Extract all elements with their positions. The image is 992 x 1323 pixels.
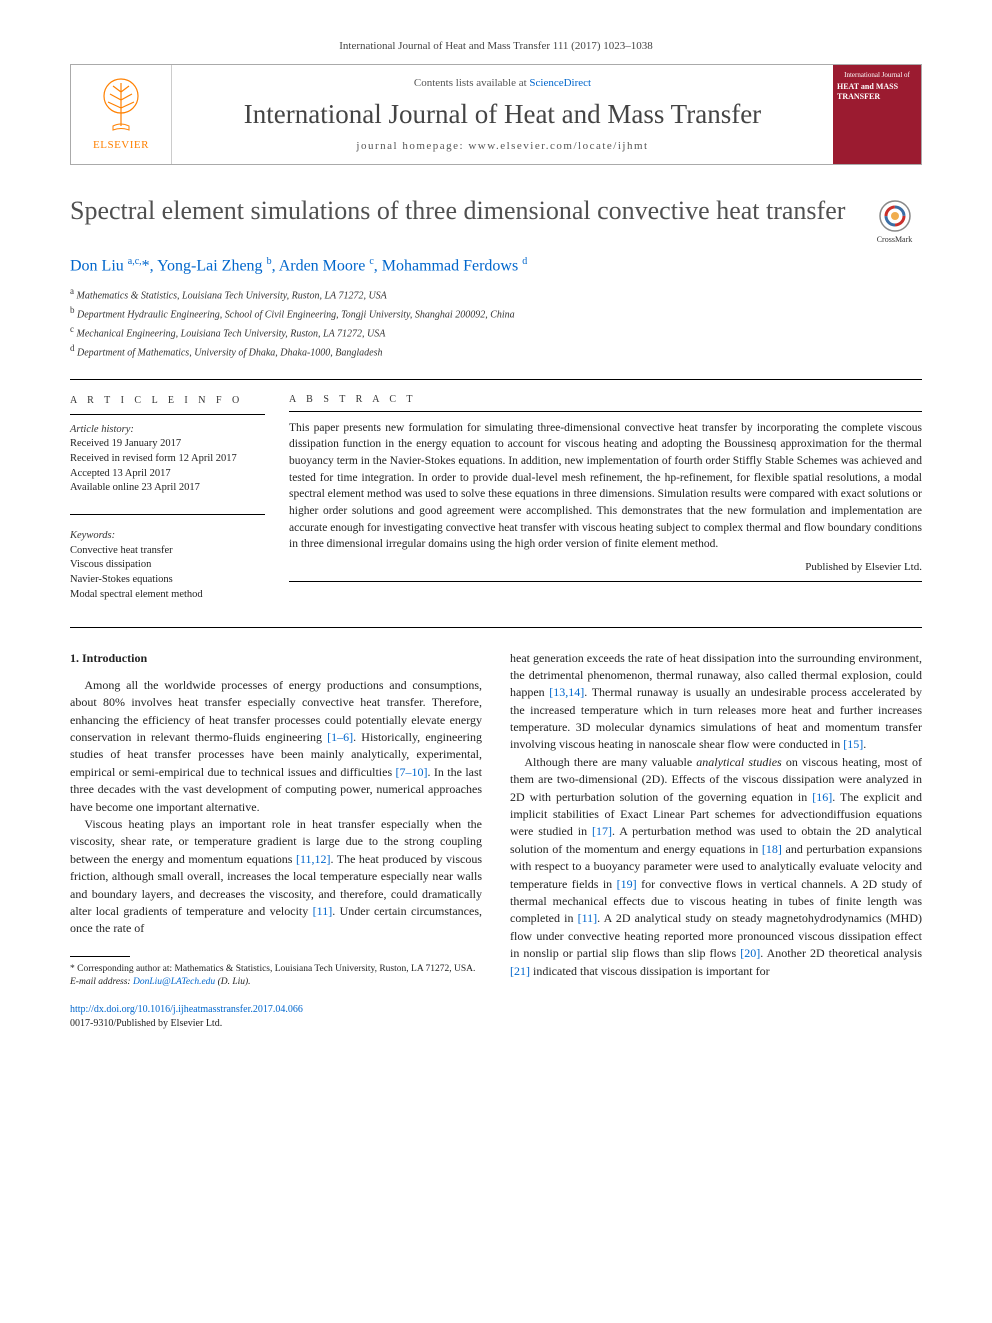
- article-info-column: A R T I C L E I N F O Article history: R…: [70, 394, 289, 603]
- author-link[interactable]: Don Liu: [70, 257, 124, 274]
- publisher-label: ELSEVIER: [93, 139, 149, 151]
- history-label: Article history:: [70, 423, 265, 438]
- keyword: Navier-Stokes equations: [70, 573, 265, 588]
- abstract-bottom-rule: [289, 581, 922, 582]
- citation-ref[interactable]: [16]: [812, 790, 832, 804]
- author-link[interactable]: Yong-Lai Zheng: [157, 257, 262, 274]
- info-rule: [70, 414, 265, 415]
- journal-cover-thumbnail: International Journal of HEAT and MASS T…: [833, 65, 921, 164]
- history-item: Received 19 January 2017: [70, 437, 265, 452]
- footnote-rule: [70, 956, 130, 957]
- authors-line: Don Liu a,c,*, Yong-Lai Zheng b, Arden M…: [70, 256, 922, 275]
- affiliation: b Department Hydraulic Engineering, Scho…: [70, 304, 922, 323]
- citation-ref[interactable]: [11,12]: [296, 852, 331, 866]
- body-col-left: 1. Introduction Among all the worldwide …: [70, 650, 482, 990]
- section-heading: 1. Introduction: [70, 650, 482, 667]
- published-by: Published by Elsevier Ltd.: [289, 561, 922, 573]
- section-rule: [70, 379, 922, 380]
- citation-ref[interactable]: [19]: [617, 877, 637, 891]
- affiliation-text: Mechanical Engineering, Louisiana Tech U…: [77, 328, 386, 339]
- article-info-heading: A R T I C L E I N F O: [70, 394, 265, 408]
- paragraph: Although there are many valuable analyti…: [510, 754, 922, 980]
- crossmark-badge[interactable]: CrossMark: [867, 199, 922, 244]
- affiliation-text: Department Hydraulic Engineering, School…: [77, 309, 515, 320]
- email-name: (D. Liu).: [218, 977, 251, 987]
- journal-homepage-line: journal homepage: www.elsevier.com/locat…: [182, 140, 823, 152]
- citation-ref[interactable]: [21]: [510, 964, 530, 978]
- paragraph: Among all the worldwide processes of ene…: [70, 677, 482, 816]
- citation-ref[interactable]: [18]: [762, 842, 782, 856]
- citation-ref[interactable]: [15]: [843, 737, 863, 751]
- science-direct-link[interactable]: ScienceDirect: [529, 77, 591, 89]
- issn-line: 0017-9310/Published by Elsevier Ltd.: [70, 1018, 222, 1029]
- citation-ref[interactable]: [11]: [313, 904, 333, 918]
- affiliation: a Mathematics & Statistics, Louisiana Te…: [70, 285, 922, 304]
- elsevier-tree-icon: [96, 78, 146, 133]
- body-col-right: heat generation exceeds the rate of heat…: [510, 650, 922, 990]
- affiliations: a Mathematics & Statistics, Louisiana Te…: [70, 285, 922, 360]
- homepage-url: www.elsevier.com/locate/ijhmt: [468, 140, 648, 152]
- cover-title: HEAT and MASS TRANSFER: [837, 82, 917, 101]
- abstract-body: This paper presents new formulation for …: [289, 420, 922, 553]
- citation-ref[interactable]: [13,14]: [549, 685, 584, 699]
- contents-available-line: Contents lists available at ScienceDirec…: [182, 77, 823, 89]
- cover-small-text: International Journal of: [844, 71, 910, 79]
- journal-header: ELSEVIER Contents lists available at Sci…: [70, 64, 922, 165]
- citation-ref[interactable]: [20]: [740, 946, 760, 960]
- affiliation-text: Department of Mathematics, University of…: [77, 347, 383, 358]
- corresponding-footnote: * Corresponding author at: Mathematics &…: [70, 963, 482, 976]
- header-center: Contents lists available at ScienceDirec…: [172, 65, 833, 164]
- abstract-heading: A B S T R A C T: [289, 394, 922, 405]
- citation-ref[interactable]: [1–6]: [327, 730, 353, 744]
- article-title: Spectral element simulations of three di…: [70, 195, 849, 228]
- paragraph: heat generation exceeds the rate of heat…: [510, 650, 922, 754]
- citation-ref[interactable]: [17]: [592, 824, 612, 838]
- email-footnote: E-mail address: DonLiu@LATech.edu (D. Li…: [70, 976, 482, 989]
- citation-ref[interactable]: [11]: [578, 911, 598, 925]
- affiliation: c Mechanical Engineering, Louisiana Tech…: [70, 323, 922, 342]
- email-link[interactable]: DonLiu@LATech.edu: [133, 977, 215, 987]
- crossmark-label: CrossMark: [867, 235, 922, 244]
- email-label: E-mail address:: [70, 977, 131, 987]
- keyword: Convective heat transfer: [70, 544, 265, 559]
- contents-prefix: Contents lists available at: [414, 77, 529, 89]
- journal-title: International Journal of Heat and Mass T…: [182, 99, 823, 130]
- author-link[interactable]: Arden Moore: [279, 257, 366, 274]
- body-two-column: 1. Introduction Among all the worldwide …: [70, 650, 922, 990]
- info-rule: [70, 514, 265, 515]
- crossmark-icon: [878, 199, 912, 233]
- history-item: Received in revised form 12 April 2017: [70, 452, 265, 467]
- keyword: Modal spectral element method: [70, 588, 265, 603]
- publisher-logo-cell: ELSEVIER: [71, 65, 172, 164]
- affiliation: d Department of Mathematics, University …: [70, 342, 922, 361]
- author-link[interactable]: Mohammad Ferdows: [382, 257, 518, 274]
- abstract-rule: [289, 411, 922, 412]
- paragraph: Viscous heating plays an important role …: [70, 816, 482, 938]
- doi-block: http://dx.doi.org/10.1016/j.ijheatmasstr…: [70, 1003, 922, 1031]
- history-item: Accepted 13 April 2017: [70, 467, 265, 482]
- history-item: Available online 23 April 2017: [70, 481, 265, 496]
- keyword: Viscous dissipation: [70, 558, 265, 573]
- affiliation-text: Mathematics & Statistics, Louisiana Tech…: [77, 291, 387, 302]
- keywords-label: Keywords:: [70, 529, 265, 544]
- doi-link[interactable]: http://dx.doi.org/10.1016/j.ijheatmasstr…: [70, 1004, 303, 1015]
- citation-ref[interactable]: [7–10]: [396, 765, 428, 779]
- homepage-prefix: journal homepage:: [356, 140, 468, 152]
- abstract-column: A B S T R A C T This paper presents new …: [289, 394, 922, 603]
- citation-line: International Journal of Heat and Mass T…: [70, 40, 922, 52]
